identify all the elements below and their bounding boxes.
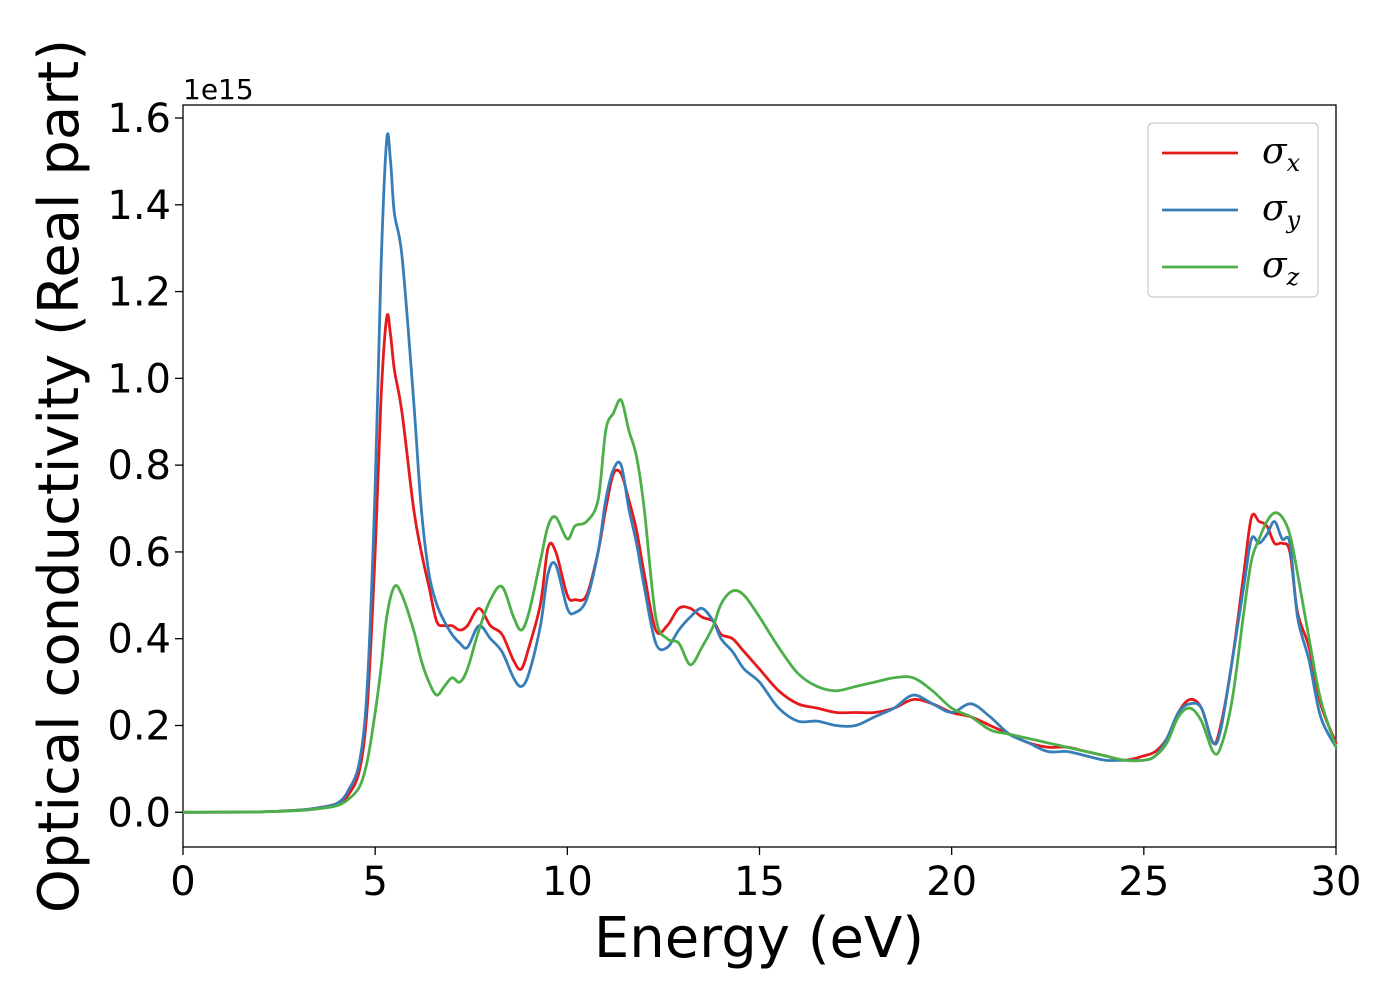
series-layer bbox=[181, 132, 1338, 814]
x-tick-label: 20 bbox=[926, 859, 977, 905]
y-tick-label: 0.4 bbox=[107, 617, 171, 663]
y-tick-label: 0.6 bbox=[107, 530, 171, 576]
x-tick-label: 25 bbox=[1118, 859, 1169, 905]
legend-symbol: σ bbox=[1262, 188, 1288, 229]
legend-label-sigma-z: σz bbox=[1262, 245, 1300, 291]
y-tick-label: 0.0 bbox=[107, 790, 171, 836]
y-axis-label: Optical conductivity (Real part) bbox=[27, 39, 92, 913]
y-axis-ticks: 0.0 0.2 0.4 0.6 0.8 1.0 1.2 1.4 1.6 bbox=[107, 96, 183, 836]
legend-subscript: y bbox=[1286, 206, 1301, 234]
legend-subscript: x bbox=[1287, 149, 1301, 177]
y-offset-label: 1e15 bbox=[183, 73, 254, 106]
y-tick-label: 1.6 bbox=[107, 96, 171, 142]
plot-area bbox=[181, 104, 1338, 848]
x-tick-label: 15 bbox=[734, 859, 785, 905]
legend-symbol: σ bbox=[1262, 131, 1288, 172]
x-tick-label: 10 bbox=[542, 859, 593, 905]
legend-symbol: σ bbox=[1262, 245, 1288, 286]
series-line-sigma-y bbox=[181, 132, 1338, 814]
x-axis-label: Energy (eV) bbox=[594, 906, 924, 971]
x-tick-label: 5 bbox=[362, 859, 387, 905]
legend-label-sigma-y: σy bbox=[1262, 188, 1301, 234]
y-tick-label: 1.2 bbox=[107, 270, 171, 316]
series-line-sigma-x bbox=[181, 313, 1338, 814]
x-axis-ticks: 0 5 10 15 20 25 30 bbox=[170, 847, 1361, 905]
y-tick-label: 0.8 bbox=[107, 443, 171, 489]
legend-subscript: z bbox=[1286, 263, 1300, 291]
x-tick-label: 0 bbox=[170, 859, 195, 905]
y-tick-label: 1.4 bbox=[107, 183, 171, 229]
x-tick-label: 30 bbox=[1311, 859, 1362, 905]
series-line-sigma-z bbox=[181, 398, 1338, 814]
legend-label-sigma-x: σx bbox=[1262, 131, 1301, 177]
y-tick-label: 1.0 bbox=[107, 356, 171, 402]
y-tick-label: 0.2 bbox=[107, 704, 171, 750]
